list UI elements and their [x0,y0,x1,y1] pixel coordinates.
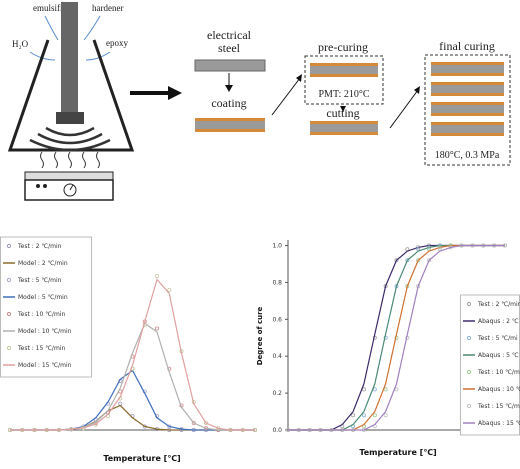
data-point [361,413,366,418]
arrow-head [168,86,182,100]
label: epoxy [106,38,128,48]
label: cutting [326,106,359,120]
legend-marker [6,243,12,249]
data-point [154,273,159,278]
legend-marker [466,403,472,409]
legend-label: Test : 5 ℃/min [17,277,62,284]
legend-label: Abaqus : 15 ℃ [478,420,520,427]
label: PMT: 210°C [318,89,369,100]
legend-label: Model : 2 ℃/min [18,260,68,267]
legend-label: Test : 15 ℃/min [17,345,65,352]
y-tick-label: 1.0 [272,243,282,250]
series-line [10,278,255,431]
legend-label: Abaqus : 10 ℃ [478,386,520,393]
legend-label: Model : 5 ℃/min [18,294,68,301]
x-axis-title: Temperature [℃] [359,448,436,457]
legend-marker [466,301,472,307]
y-tick-label: 0.4 [272,353,282,360]
y-tick-label: 0.2 [272,390,282,397]
steel-sheet [194,59,266,72]
legend-label: Test : 10 ℃/min [17,311,65,318]
data-point [372,413,377,418]
label: steel [218,41,241,55]
legend-box [0,236,92,378]
dashed-box [304,55,384,105]
legend-marker [6,311,12,317]
label: pre-curing [318,40,368,54]
y-axis-title: Degree of cure [256,306,264,365]
legend-label: Test : 2 ℃/min [17,243,62,250]
legend-label: Abaqus : 5 ℃ [478,352,519,359]
x-axis-title: Temperature [℃] [103,454,180,463]
dashed-box [424,54,511,166]
data-point [203,420,208,425]
data-point [154,326,159,331]
label: final curing [439,39,495,53]
data-point [394,258,399,263]
legend-marker [6,277,12,283]
y-tick-label: 0.8 [272,279,282,286]
pour-arrows [29,15,111,61]
data-point [167,287,172,292]
label: electrical [207,28,252,42]
data-point [383,413,388,418]
legend-label: Test : 15 ℃/mi [477,403,520,410]
legend-label: Abaqus : 2 ℃ [478,318,519,325]
data-point [416,258,421,263]
stack [431,62,504,136]
series-line [10,369,255,431]
cut-sheet [310,121,378,135]
label: 180°C, 0.3 MPa [435,150,500,161]
legend-marker [6,345,12,351]
legend-label: Test : 10 ℃/mi [477,369,520,376]
legend-marker [466,369,472,375]
label: H₂O [12,39,29,49]
y-tick-label: 0.0 [272,427,282,434]
data-point [361,387,366,392]
label: hardener [92,3,123,13]
legend-label: Test : 5 ℃/mi [477,335,518,342]
legend-marker [466,335,472,341]
y-tick-label: 0.6 [272,316,282,323]
legend-label: Model : 15 ℃/min [18,362,72,369]
legend-label: Model : 10 ℃/min [18,328,72,335]
data-point [383,387,388,392]
data-point [351,413,356,418]
flask [7,2,135,201]
series-line [288,244,505,431]
data-point [191,420,196,425]
coated-sheet [195,118,265,132]
label: coating [211,96,246,110]
legend-box [460,294,520,436]
legend-label: Test : 2 ℃/min [477,301,520,308]
process-diagram: emulsifier hardener H₂O epoxy electrical… [7,2,511,201]
label: emulsifier [33,3,70,13]
precured-sheet [310,63,378,77]
